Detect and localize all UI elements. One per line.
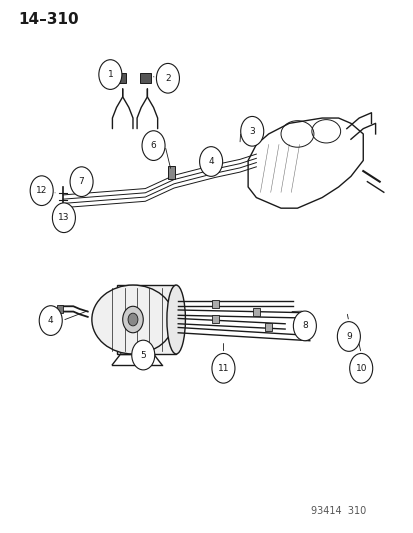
Text: 3: 3 bbox=[249, 127, 254, 136]
Circle shape bbox=[293, 311, 316, 341]
Text: 9: 9 bbox=[345, 332, 351, 341]
Text: 4: 4 bbox=[48, 316, 53, 325]
Text: 4: 4 bbox=[208, 157, 214, 166]
Text: 7: 7 bbox=[78, 177, 84, 186]
Circle shape bbox=[99, 60, 121, 90]
Text: 6: 6 bbox=[150, 141, 156, 150]
Bar bbox=[265, 323, 271, 330]
Text: 11: 11 bbox=[217, 364, 229, 373]
FancyBboxPatch shape bbox=[116, 285, 176, 354]
Text: 2: 2 bbox=[165, 74, 170, 83]
Text: 93414  310: 93414 310 bbox=[310, 506, 366, 516]
Ellipse shape bbox=[166, 285, 185, 354]
Bar bbox=[211, 301, 218, 308]
Bar bbox=[252, 309, 259, 316]
Text: 5: 5 bbox=[140, 351, 146, 360]
Ellipse shape bbox=[92, 285, 174, 354]
Text: 14–310: 14–310 bbox=[18, 12, 78, 27]
Text: 13: 13 bbox=[58, 213, 69, 222]
Bar bbox=[57, 305, 63, 313]
Bar bbox=[211, 316, 218, 322]
Text: 1: 1 bbox=[107, 70, 113, 79]
Text: 8: 8 bbox=[301, 321, 307, 330]
Bar bbox=[168, 166, 175, 179]
Circle shape bbox=[122, 306, 143, 333]
Circle shape bbox=[156, 63, 179, 93]
Circle shape bbox=[199, 147, 222, 176]
Circle shape bbox=[30, 176, 53, 206]
Text: 10: 10 bbox=[355, 364, 366, 373]
FancyBboxPatch shape bbox=[115, 74, 126, 83]
Circle shape bbox=[131, 340, 154, 370]
Circle shape bbox=[349, 353, 372, 383]
Circle shape bbox=[70, 167, 93, 197]
Circle shape bbox=[39, 306, 62, 335]
Text: 12: 12 bbox=[36, 186, 47, 195]
Circle shape bbox=[128, 313, 138, 326]
Circle shape bbox=[211, 353, 235, 383]
Circle shape bbox=[52, 203, 75, 232]
Circle shape bbox=[337, 321, 359, 351]
Circle shape bbox=[142, 131, 165, 160]
FancyBboxPatch shape bbox=[140, 74, 151, 83]
Circle shape bbox=[240, 116, 263, 146]
